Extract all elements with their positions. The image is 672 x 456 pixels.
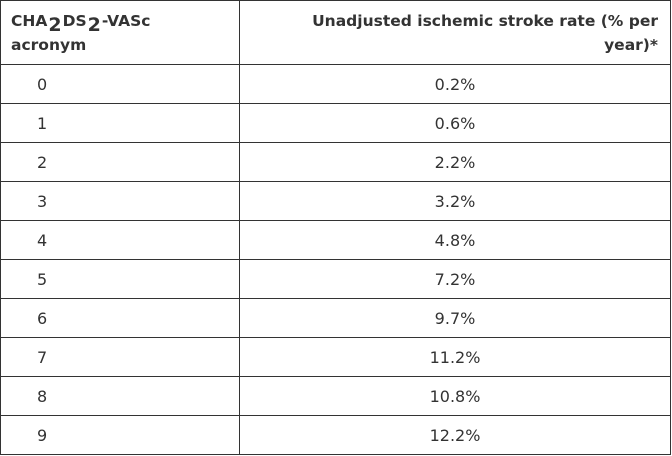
score-cell: 7 (0, 337, 240, 377)
rate-cell: 4.8% (239, 220, 671, 260)
header-subscript-2b: 2 (87, 14, 101, 36)
rate-cell: 7.2% (239, 259, 671, 299)
score-cell: 5 (0, 259, 240, 299)
score-cell: 9 (0, 415, 240, 455)
rate-header-line1: Unadjusted ischemic stroke rate (% per (312, 11, 658, 30)
table-row: 9 12.2% (0, 415, 671, 455)
score-cell: 2 (0, 142, 240, 182)
score-cell: 8 (0, 376, 240, 416)
rate-column-header: Unadjusted ischemic stroke rate (% per y… (239, 0, 671, 65)
rate-header-line2: year)* (604, 35, 658, 54)
rate-cell: 10.8% (239, 376, 671, 416)
score-cell: 4 (0, 220, 240, 260)
rate-cell: 9.7% (239, 298, 671, 338)
rate-cell: 3.2% (239, 181, 671, 221)
rate-cell: 12.2% (239, 415, 671, 455)
table-row: 2 2.2% (0, 142, 671, 182)
table-row: 0 0.2% (0, 64, 671, 104)
table-row: 3 3.2% (0, 181, 671, 221)
score-cell: 0 (0, 64, 240, 104)
score-cell: 6 (0, 298, 240, 338)
rate-cell: 11.2% (239, 337, 671, 377)
table-row: 7 11.2% (0, 337, 671, 377)
header-acronym: acronym (11, 36, 87, 54)
header-subscript-2a: 2 (48, 14, 62, 36)
table-header-row: CHA2DS2-VASc acronym Unadjusted ischemic… (0, 0, 671, 65)
header-ds: DS (62, 12, 87, 30)
rate-cell: 2.2% (239, 142, 671, 182)
rate-cell: 0.2% (239, 64, 671, 104)
header-vasc: -VASc (101, 12, 151, 30)
table-row: 5 7.2% (0, 259, 671, 299)
score-column-header: CHA2DS2-VASc acronym (0, 0, 240, 65)
score-cell: 1 (0, 103, 240, 143)
score-cell: 3 (0, 181, 240, 221)
table-row: 8 10.8% (0, 376, 671, 416)
table-row: 6 9.7% (0, 298, 671, 338)
rate-cell: 0.6% (239, 103, 671, 143)
table-row: 4 4.8% (0, 220, 671, 260)
header-cha: CHA (11, 12, 48, 30)
table-row: 1 0.6% (0, 103, 671, 143)
